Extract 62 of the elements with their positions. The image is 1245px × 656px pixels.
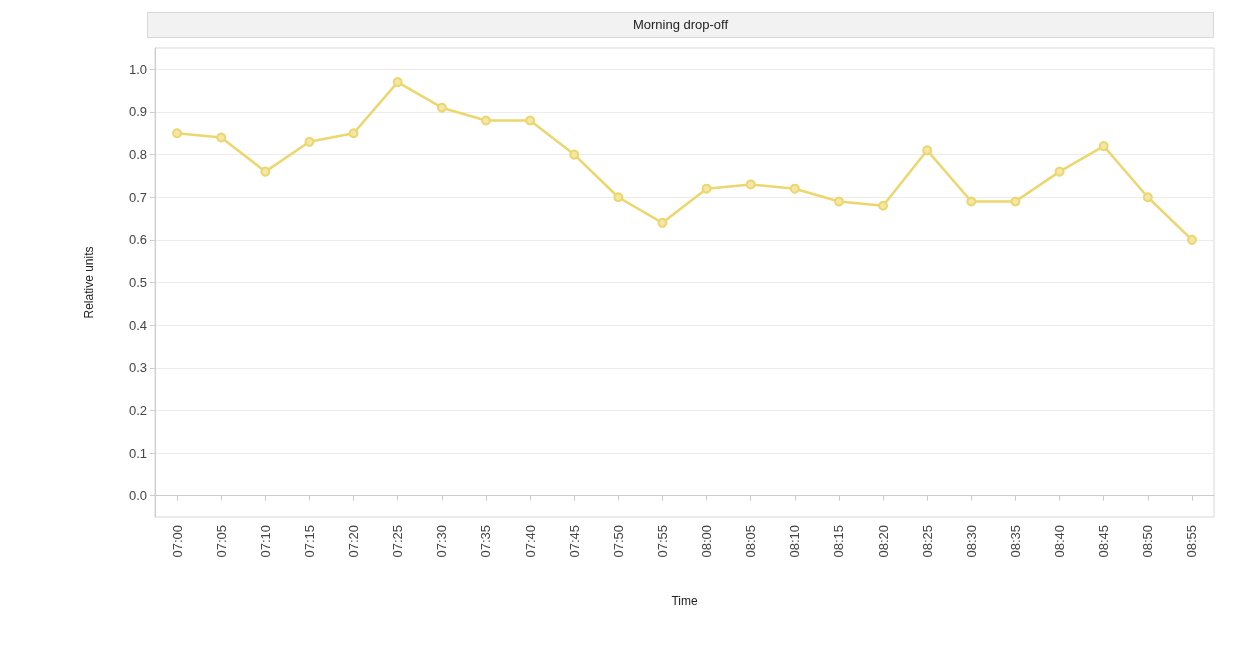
y-tick-label: 0.2 <box>128 402 147 418</box>
y-tick-label: 0.8 <box>128 147 147 163</box>
point <box>436 102 447 113</box>
y-tick-label: 0.5 <box>128 275 147 290</box>
x-tick-label: 07:35 <box>478 525 494 558</box>
x-tick-label: 07:30 <box>434 525 450 558</box>
x-tick-label: 07:20 <box>346 525 362 558</box>
point <box>833 196 844 207</box>
x-tick-label: 08:45 <box>1096 525 1112 558</box>
x-tick-label: 07:50 <box>610 525 626 558</box>
point <box>1142 192 1153 203</box>
point <box>878 200 889 211</box>
point <box>922 145 933 156</box>
point <box>789 183 800 194</box>
x-tick-label: 08:25 <box>919 525 935 558</box>
point <box>613 192 624 203</box>
y-tick-label: 0.6 <box>128 232 147 248</box>
point <box>304 136 315 147</box>
point <box>525 115 536 126</box>
y-tick-label: 0.3 <box>128 360 147 376</box>
x-tick-label: 08:35 <box>1007 525 1023 558</box>
point <box>348 128 359 139</box>
point <box>1010 196 1021 207</box>
x-tick-label: 07:45 <box>566 525 582 558</box>
point <box>480 115 491 126</box>
point <box>966 196 977 207</box>
point <box>1054 166 1065 177</box>
x-tick-label: 08:00 <box>699 525 715 558</box>
x-tick-label: 07:10 <box>257 525 273 558</box>
y-tick-label: 1.0 <box>128 61 147 77</box>
point <box>1098 141 1109 152</box>
x-tick-label: 08:50 <box>1140 525 1156 558</box>
x-tick-label: 08:20 <box>875 525 891 558</box>
x-tick-label: 07:05 <box>213 525 229 558</box>
x-tick-label: 08:30 <box>963 525 979 558</box>
y-tick-label: 0.1 <box>128 445 147 461</box>
point <box>392 77 403 88</box>
point <box>1186 234 1197 245</box>
y-tick-label: 0.0 <box>128 488 147 504</box>
y-tick-label: 0.4 <box>128 317 147 333</box>
y-tick-label: 0.9 <box>128 104 147 120</box>
point <box>260 166 271 177</box>
x-tick-label: 07:15 <box>301 525 317 558</box>
point <box>569 149 580 160</box>
point <box>701 183 712 194</box>
y-tick-label: 0.7 <box>128 189 147 205</box>
x-tick-label: 07:00 <box>169 525 185 558</box>
y-axis-title: Relative units <box>82 246 96 319</box>
x-axis-title: Time <box>671 594 698 608</box>
x-tick-label: 08:10 <box>787 525 803 558</box>
x-tick-label: 07:40 <box>522 525 538 558</box>
x-tick-label: 08:55 <box>1184 525 1200 558</box>
x-tick-label: 08:15 <box>831 525 847 558</box>
x-tick-label: 08:05 <box>743 525 759 558</box>
x-tick-label: 07:55 <box>654 525 670 558</box>
point <box>657 217 668 228</box>
chart-title: Morning drop-off <box>147 12 1214 38</box>
point <box>216 132 227 143</box>
x-tick-label: 07:25 <box>390 525 406 558</box>
point <box>745 179 756 190</box>
x-tick-label: 08:40 <box>1052 525 1068 558</box>
point <box>172 128 183 139</box>
